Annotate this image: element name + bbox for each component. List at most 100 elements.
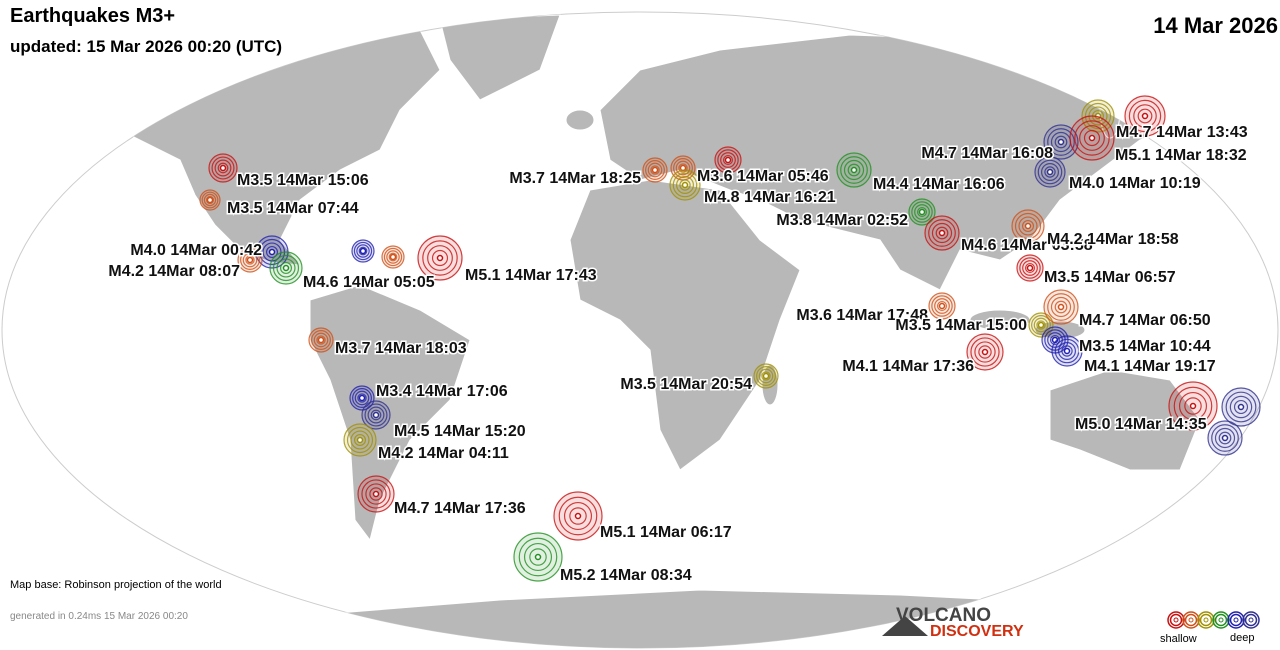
ring [1233,399,1249,415]
ring [1199,613,1213,627]
ring [1079,125,1105,151]
ring [211,156,235,180]
quake-label: M5.2 14Mar 08:34 [560,567,692,584]
quake-marker [1034,156,1066,188]
ring [388,252,398,262]
ring [352,388,372,408]
ring [647,162,663,178]
center [850,166,858,174]
ring [383,247,403,267]
ring [364,403,388,427]
quake-marker [1028,312,1054,338]
ring [1061,345,1073,357]
center [372,490,380,498]
ring [523,542,553,572]
ring [974,341,996,363]
ring [1229,613,1243,627]
ring [1182,611,1200,629]
center [651,166,659,174]
quake-marker [357,475,395,513]
ring [672,172,698,198]
quake-label: M4.7 14Mar 13:43 [1116,124,1248,141]
quake-label: M4.0 14Mar 10:19 [1069,175,1201,192]
ring [203,193,217,207]
quake-marker [308,327,334,353]
ring [843,159,865,181]
center [219,164,227,172]
ring [1167,611,1185,629]
center [389,253,397,261]
ring [242,252,258,268]
center [534,553,542,561]
quakes [199,95,1261,582]
map-base: Map base: Robinson projection of the wor… [10,579,222,591]
ring [1040,163,1059,182]
quake-marker [928,292,956,320]
ring [1214,613,1228,627]
ring [569,507,587,525]
ring [365,483,387,505]
ring [722,154,734,166]
ring [245,255,255,265]
ring [1211,424,1239,452]
ring [1225,391,1257,423]
ring [427,245,453,271]
logo-bottom: DISCOVERY [930,623,1024,640]
ring [978,345,992,359]
ring [217,162,229,174]
ring [240,250,260,270]
quake-label: M4.6 14Mar 03:58 [961,237,1093,254]
center [1203,617,1209,623]
quake-marker [351,239,375,263]
center [1141,112,1149,120]
quake-marker [199,189,221,211]
quake-label: M3.5 14Mar 15:00 [895,317,1027,334]
ring [1244,613,1258,627]
ring [916,206,928,218]
ring [756,366,776,386]
quake-label: M4.8 14Mar 16:21 [704,189,836,206]
quake-marker [966,333,1004,371]
ring [1197,611,1215,629]
ring [847,163,861,177]
center [1063,347,1071,355]
center [981,348,989,356]
center [1057,303,1065,311]
center [372,411,380,419]
ring [1019,257,1041,279]
ring [313,332,329,348]
quake-marker [1051,335,1083,367]
title: Earthquakes M3+ [10,5,175,27]
ring [353,241,373,261]
ring [1018,216,1038,236]
ring [1049,334,1061,346]
quake-marker [1207,420,1243,456]
ring [1047,293,1075,321]
ring [563,501,593,531]
ring [914,204,930,220]
ring [1184,613,1198,627]
ring [1050,296,1072,318]
quake-marker [836,152,872,188]
quake-marker [1168,381,1218,431]
legend-marker [1182,611,1200,629]
ring [558,496,598,536]
quake-marker [753,363,779,389]
center [1057,138,1065,146]
ring [353,433,367,447]
quake-label: M4.0 14Mar 00:42 [130,242,262,259]
quake-marker [1016,254,1044,282]
ring [1242,611,1260,629]
legend-marker [1212,611,1230,629]
quake-marker [269,251,303,285]
quake-label: M4.7 14Mar 06:50 [1079,312,1211,329]
ring [361,479,391,509]
quake-marker [208,153,238,183]
center [1026,264,1034,272]
ring [1084,102,1112,130]
ring [934,298,950,314]
center [918,208,926,216]
ring [1074,120,1110,156]
ring [717,149,739,171]
